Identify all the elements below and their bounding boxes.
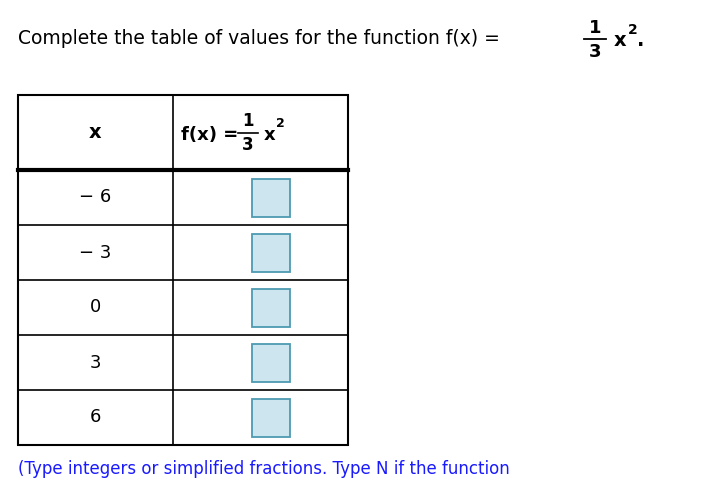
Text: 3: 3 bbox=[90, 353, 101, 372]
Bar bbox=[251, 398, 290, 437]
Text: 1: 1 bbox=[589, 19, 601, 37]
Text: x: x bbox=[89, 123, 102, 142]
Text: 2: 2 bbox=[276, 117, 285, 130]
Text: f(x) =: f(x) = bbox=[181, 126, 244, 145]
Text: 3: 3 bbox=[589, 43, 601, 61]
Bar bbox=[251, 288, 290, 327]
Text: Complete the table of values for the function f(x) =: Complete the table of values for the fun… bbox=[18, 29, 506, 47]
Text: − 6: − 6 bbox=[79, 188, 112, 207]
Text: x: x bbox=[264, 125, 275, 143]
Bar bbox=[251, 344, 290, 381]
Text: (Type integers or simplified fractions. Type N if the function
is undefined.): (Type integers or simplified fractions. … bbox=[18, 460, 510, 484]
Text: 2: 2 bbox=[628, 23, 638, 37]
Bar bbox=[251, 179, 290, 216]
Text: 0: 0 bbox=[90, 299, 101, 317]
Bar bbox=[18, 95, 348, 445]
Text: − 3: − 3 bbox=[79, 243, 112, 261]
Text: 1: 1 bbox=[242, 112, 253, 131]
Text: 6: 6 bbox=[90, 408, 101, 426]
Text: .: . bbox=[637, 31, 644, 50]
Text: x: x bbox=[614, 31, 627, 50]
Bar bbox=[251, 233, 290, 272]
Text: 3: 3 bbox=[242, 136, 253, 154]
